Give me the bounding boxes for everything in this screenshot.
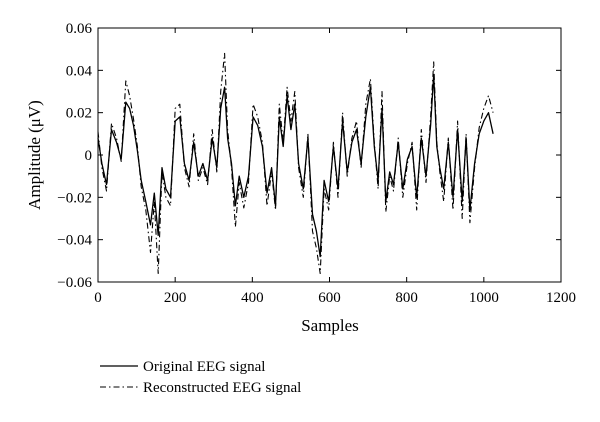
legend-label-reconstructed: Reconstructed EEG signal (143, 380, 301, 396)
series-layer (97, 52, 494, 275)
x-tick-label: 0 (94, 290, 102, 306)
x-tick-label: 1200 (546, 290, 576, 306)
axis-ticks (97, 27, 562, 283)
y-tick-label: −0.06 (57, 275, 92, 291)
y-tick-label: 0 (85, 148, 93, 164)
x-tick-label: 200 (164, 290, 187, 306)
y-tick-label: −0.02 (57, 190, 92, 206)
series-line-original (97, 73, 494, 258)
x-tick-label: 600 (318, 290, 341, 306)
y-axis-label: Amplitude (μV) (25, 100, 44, 210)
plot-area-frame (97, 27, 562, 283)
y-tick-label: 0.02 (66, 106, 92, 122)
y-tick-label: 0.06 (66, 21, 93, 37)
x-tick-label: 400 (241, 290, 264, 306)
x-axis-label: Samples (301, 316, 359, 335)
axis-tick-labels: 0 200 400 600 800 1000 1200 −0.06 −0.04 −0.02 0 0.0… (57, 21, 576, 306)
legend-label-original: Original EEG signal (143, 359, 265, 375)
legend: Original EEG signal Reconstructed EEG si… (100, 359, 301, 396)
y-tick-label: −0.04 (57, 233, 92, 249)
x-tick-label: 1000 (469, 290, 499, 306)
x-tick-label: 800 (395, 290, 418, 306)
y-tick-label: 0.04 (66, 63, 93, 79)
